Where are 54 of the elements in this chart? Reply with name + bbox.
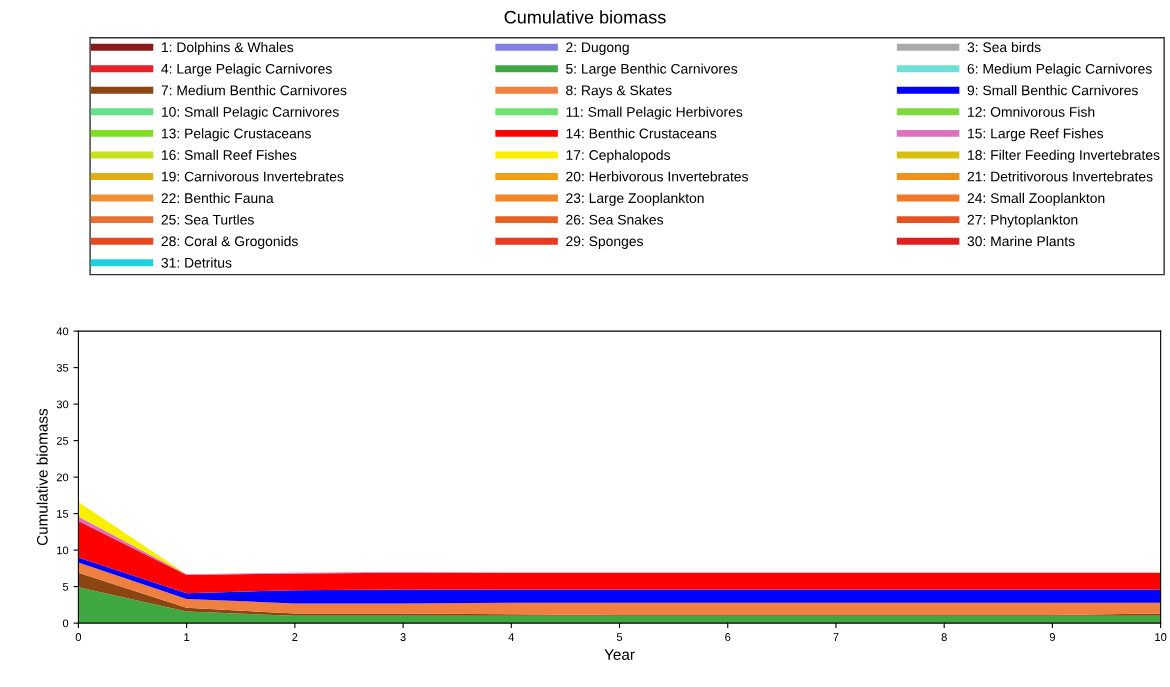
legend-label: 10: Small Pelagic Carnivores xyxy=(161,106,339,120)
x-tick-label: 0 xyxy=(75,633,82,641)
x-tick-label: 6 xyxy=(725,633,731,641)
legend-label: 26: Sea Snakes xyxy=(566,214,664,225)
legend-label: 14: Benthic Crustaceans xyxy=(566,128,717,139)
legend-label: 8: Rays & Skates xyxy=(566,85,672,99)
x-tick-label: 9 xyxy=(1049,633,1055,641)
legend-label: 22: Benthic Fauna xyxy=(161,192,274,204)
legend-label: 2: Dugong xyxy=(566,42,629,55)
legend-label: 24: Small Zooplankton xyxy=(967,192,1105,206)
legend-label: 5: Large Benthic Carnivores xyxy=(566,63,738,77)
x-axis-title: Year xyxy=(604,649,635,660)
legend-label: 3: Sea birds xyxy=(967,41,1041,53)
y-tick-label: 0 xyxy=(62,619,69,628)
legend-label: 17: Cephalopods xyxy=(566,149,671,163)
y-tick-label: 20 xyxy=(56,473,69,482)
y-tick-label: 30 xyxy=(56,400,69,409)
legend-label: 30: Marine Plants xyxy=(967,235,1075,247)
legend-label: 9: Small Benthic Carnivores xyxy=(967,85,1138,96)
x-tick-label: 3 xyxy=(400,633,406,641)
y-tick-label: 25 xyxy=(56,436,69,445)
legend-label: 19: Carnivorous Invertebrates xyxy=(161,171,344,182)
x-tick-label: 10 xyxy=(1155,633,1167,641)
x-tick-label: 4 xyxy=(508,633,515,641)
x-tick-label: 8 xyxy=(941,633,947,641)
chart-title: Cumulative biomass xyxy=(504,10,666,24)
y-tick-label: 5 xyxy=(62,582,69,591)
legend-label: 7: Medium Benthic Carnivores xyxy=(161,85,347,96)
legend-label: 12: Omnivorous Fish xyxy=(968,106,1095,117)
y-tick-label: 35 xyxy=(56,363,69,372)
legend-label: 25: Sea Turtles xyxy=(161,214,254,225)
legend-label: 15: Large Reef Fishes xyxy=(968,128,1104,142)
x-tick-label: 5 xyxy=(616,633,623,641)
legend-label: 28: Coral & Grogonids xyxy=(161,235,298,249)
legend-label: 6: Medium Pelagic Carnivores xyxy=(967,63,1152,77)
y-axis-title: Cumulative biomass xyxy=(36,408,48,546)
legend-label: 18: Filter Feeding Invertebrates xyxy=(968,149,1160,163)
y-tick-label: 15 xyxy=(57,510,69,518)
legend-label: 29: Sponges xyxy=(566,236,643,249)
legend-label: 20: Herbivorous Invertebrates xyxy=(566,171,748,182)
legend-label: 11: Small Pelagic Herbivores xyxy=(566,106,743,120)
x-tick-label: 7 xyxy=(833,633,839,641)
legend-label: 23: Large Zooplankton xyxy=(566,192,704,206)
legend-label: 31: Detritus xyxy=(161,257,232,268)
legend-label: 27: Phytoplankton xyxy=(967,214,1078,228)
x-tick-label: 2 xyxy=(292,633,298,641)
legend-label: 16: Small Reef Fishes xyxy=(161,149,297,160)
legend-label: 4: Large Pelagic Carnivores xyxy=(161,63,332,77)
legend-label: 1: Dolphins & Whales xyxy=(161,41,294,55)
x-tick-label: 1 xyxy=(184,633,190,641)
legend-label: 13: Pelagic Crustaceans xyxy=(161,128,311,142)
y-tick-label: 40 xyxy=(56,327,69,336)
legend-label: 21: Detritivorous Invertebrates xyxy=(967,171,1153,182)
y-tick-label: 10 xyxy=(57,546,69,555)
